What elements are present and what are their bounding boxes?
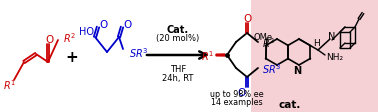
Text: N: N [328, 32, 336, 42]
Text: 24h, RT: 24h, RT [162, 73, 194, 82]
Text: $SR^3$: $SR^3$ [129, 46, 149, 59]
Text: O: O [123, 20, 131, 30]
Text: $R^2$: $R^2$ [262, 36, 275, 50]
Text: up to 98% ee: up to 98% ee [210, 90, 264, 99]
Text: $R^1$: $R^1$ [3, 77, 17, 91]
Text: H: H [313, 38, 319, 47]
Polygon shape [216, 55, 225, 56]
Text: $R^2$: $R^2$ [63, 31, 76, 44]
Text: HO: HO [79, 27, 93, 37]
Text: $R^1$: $R^1$ [201, 49, 214, 62]
Text: OMe: OMe [253, 32, 273, 41]
Text: THF: THF [170, 65, 186, 74]
Text: +: + [66, 50, 78, 65]
Text: O: O [99, 20, 107, 30]
Text: NH₂: NH₂ [326, 53, 343, 62]
Text: N: N [293, 65, 301, 75]
Text: O: O [243, 14, 251, 24]
Text: (20 mol%): (20 mol%) [156, 34, 200, 43]
Text: cat.: cat. [279, 99, 301, 109]
Bar [251, 0, 378, 112]
Text: Cat.: Cat. [167, 25, 189, 35]
Text: 14 examples: 14 examples [211, 98, 263, 107]
Text: $SR^3$: $SR^3$ [262, 62, 282, 75]
Text: O: O [45, 35, 53, 45]
Text: O: O [238, 87, 246, 97]
